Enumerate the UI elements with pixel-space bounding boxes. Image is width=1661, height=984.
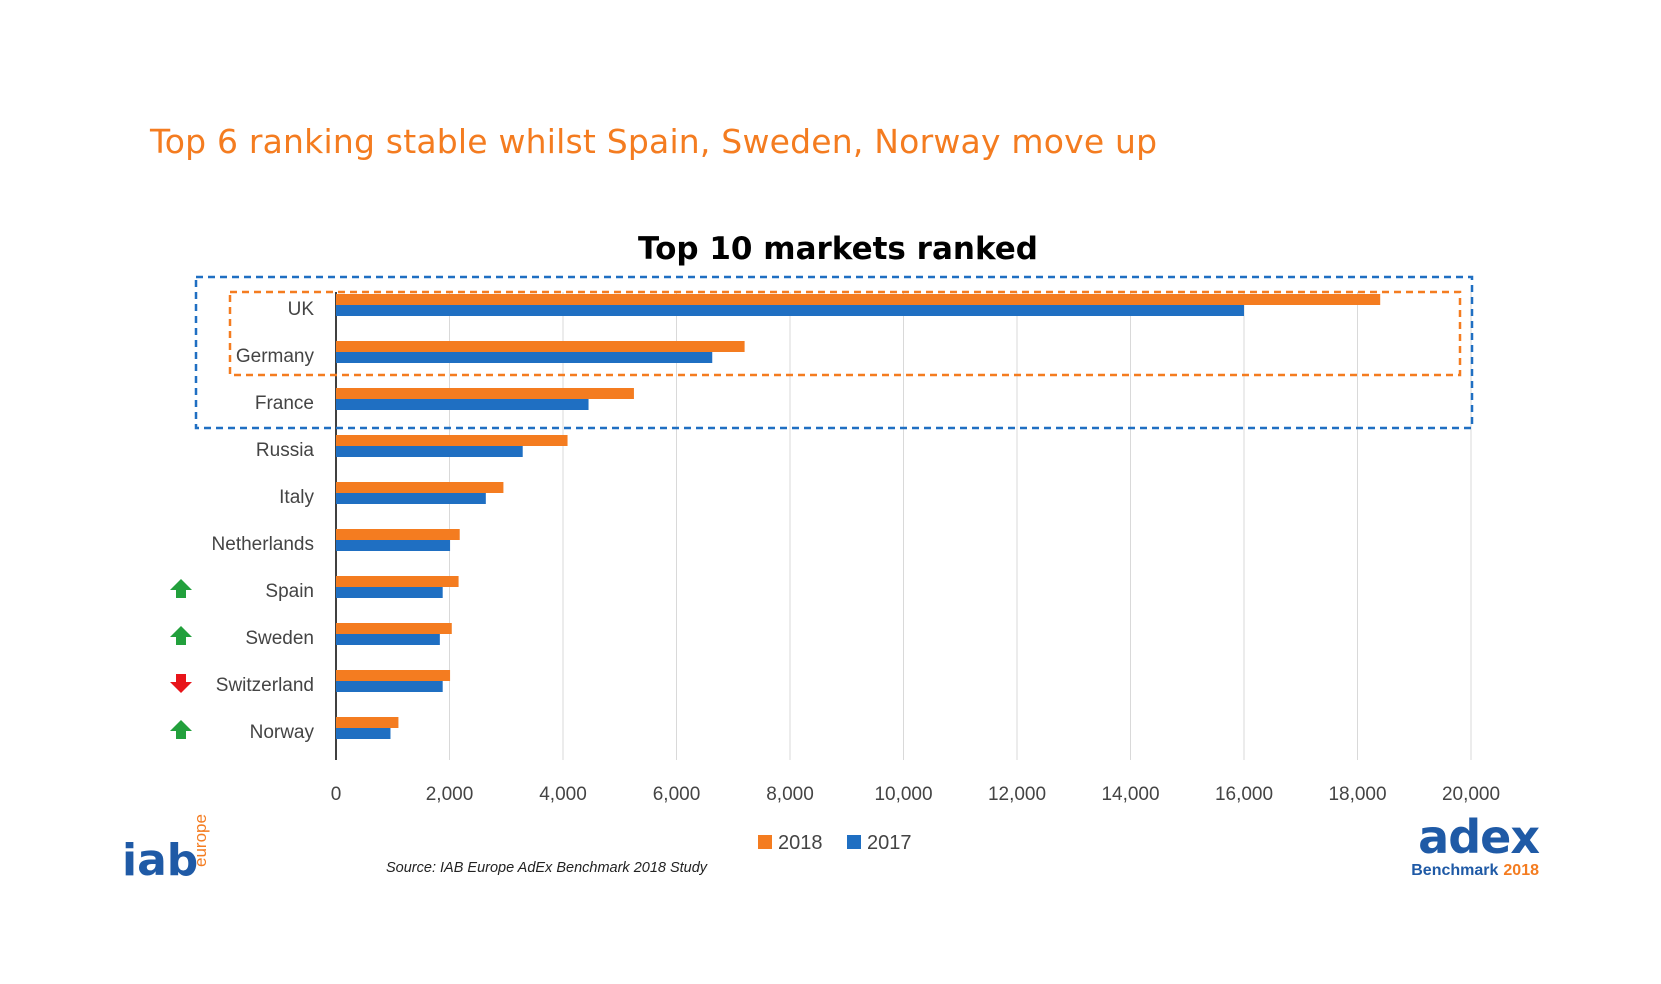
- iab-europe-logo: iab europe: [122, 814, 210, 886]
- highlight-box-top2: [228, 290, 1462, 377]
- up-arrow-icon-sweden: [170, 626, 192, 645]
- category-labels: UK Germany France Russia Italy Netherlands Spa…: [212, 299, 315, 743]
- bar-sweden-2017: [336, 634, 440, 645]
- category-label-switzerland: Switzerland: [216, 675, 314, 696]
- bar-uk-2017: [336, 305, 1244, 316]
- bar-france-2018: [336, 388, 634, 399]
- adex-benchmark-logo: adex Benchmark 2018: [1411, 810, 1540, 879]
- bar-switzerland-2018: [336, 670, 451, 681]
- x-tick-label-12-000: 12,000: [988, 784, 1046, 805]
- x-tick-label-10-000: 10,000: [874, 784, 932, 805]
- bar-spain-2018: [336, 576, 459, 587]
- x-tick-label-6-000: 6,000: [653, 784, 701, 805]
- x-tick-label-4-000: 4,000: [539, 784, 587, 805]
- category-label-russia: Russia: [256, 440, 315, 461]
- chart-title: Top 10 markets ranked: [638, 231, 1038, 267]
- bar-italy-2017: [336, 493, 486, 504]
- legend-swatch-2018: [758, 835, 772, 849]
- x-tick-labels: 0 2,000 4,000 6,000 8,000 10,000 12,000 14,000 1…: [331, 784, 1500, 805]
- category-label-germany: Germany: [236, 346, 315, 367]
- highlight-box-top3: [194, 275, 1474, 430]
- bar-russia-2017: [336, 446, 523, 457]
- highlight-boxes: [194, 275, 1474, 430]
- source-note: Source: IAB Europe AdEx Benchmark 2018 S…: [386, 860, 708, 876]
- x-tick-label-14-000: 14,000: [1101, 784, 1159, 805]
- legend-swatch-2017: [847, 835, 861, 849]
- category-label-sweden: Sweden: [245, 628, 314, 649]
- bar-norway-2018: [336, 717, 399, 728]
- x-tick-label-8-000: 8,000: [766, 784, 814, 805]
- legend-label-2017: 2017: [867, 832, 912, 854]
- x-tick-label-0: 0: [331, 784, 342, 805]
- down-arrow-icon-switzerland: [170, 674, 192, 693]
- x-tick-label-16-000: 16,000: [1215, 784, 1273, 805]
- bars: [336, 294, 1381, 739]
- bar-germany-2018: [336, 341, 745, 352]
- bar-france-2017: [336, 399, 589, 410]
- bar-germany-2017: [336, 352, 713, 363]
- category-label-italy: Italy: [279, 487, 314, 508]
- category-label-netherlands: Netherlands: [212, 534, 314, 555]
- adex-logo-caption: Benchmark 2018: [1411, 862, 1539, 879]
- bar-sweden-2018: [336, 623, 452, 634]
- category-label-uk: UK: [288, 299, 315, 320]
- adex-logo-text: adex: [1418, 810, 1539, 864]
- up-arrow-icon-norway: [170, 720, 192, 739]
- bar-spain-2017: [336, 587, 443, 598]
- iab-logo-text: iab: [122, 835, 198, 886]
- bar-russia-2018: [336, 435, 568, 446]
- bar-uk-2018: [336, 294, 1381, 305]
- adex-logo-benchmark: Benchmark: [1411, 862, 1498, 879]
- x-tick-label-18-000: 18,000: [1328, 784, 1386, 805]
- x-tick-label-20-000: 20,000: [1442, 784, 1500, 805]
- category-label-france: France: [255, 393, 314, 414]
- slide-title: Top 6 ranking stable whilst Spain, Swede…: [150, 122, 1158, 161]
- iab-logo-subtext: europe: [191, 814, 210, 867]
- up-arrow-icon-spain: [170, 579, 192, 598]
- legend-label-2018: 2018: [778, 832, 823, 854]
- bar-switzerland-2017: [336, 681, 443, 692]
- bar-norway-2017: [336, 728, 391, 739]
- category-label-norway: Norway: [250, 722, 315, 743]
- rank-change-arrows: [170, 579, 192, 739]
- category-label-spain: Spain: [265, 581, 314, 602]
- x-tick-label-2-000: 2,000: [426, 784, 474, 805]
- bar-netherlands-2018: [336, 529, 460, 540]
- bar-chart: Top 10 markets ranked UK Germany France Rus…: [170, 231, 1500, 876]
- bar-italy-2018: [336, 482, 504, 493]
- legend: 2018 2017: [758, 832, 912, 854]
- adex-logo-year: 2018: [1503, 862, 1539, 879]
- bar-netherlands-2017: [336, 540, 451, 551]
